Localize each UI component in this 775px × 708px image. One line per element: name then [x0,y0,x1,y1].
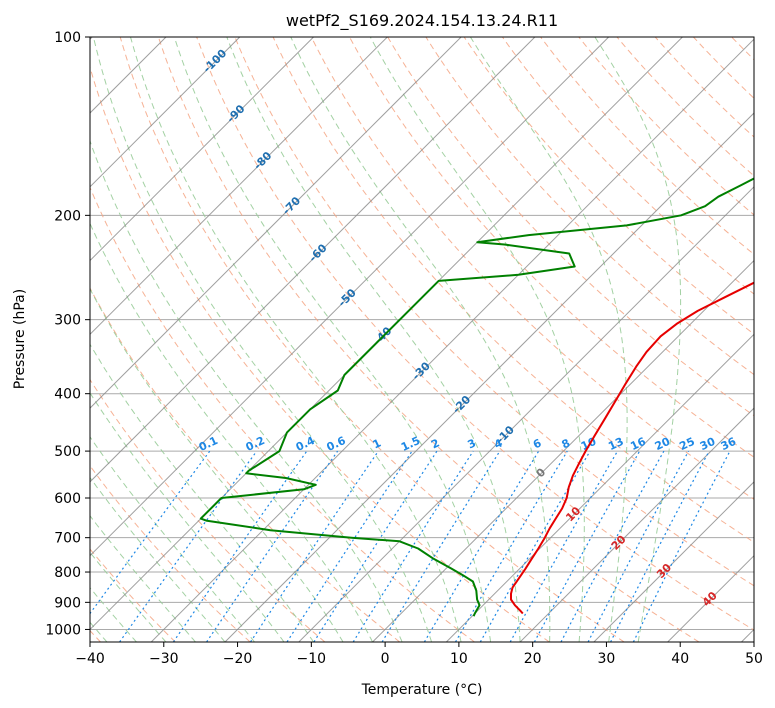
moist-adiabat [173,37,492,642]
y-tick-label: 500 [54,444,81,460]
y-axis-label: Pressure (hPa) [12,289,28,389]
y-tick-label: 700 [54,531,81,547]
dry-adiabat [616,37,754,177]
y-tick-label: 400 [54,387,81,403]
mixing-ratio-label: 13 [606,435,625,453]
x-tick-label: −20 [223,651,253,667]
dry-adiabat [196,37,754,631]
isotherm-line [593,481,754,642]
moist-adiabat [92,37,433,642]
x-tick-label: 10 [450,651,468,667]
isotherm-line [90,37,314,262]
isotherm-line [90,37,241,188]
dry-adiabat [310,37,754,500]
mixing-ratio-line [249,450,379,642]
mixing-ratio-line [587,450,690,642]
axes: −40 −30 −20 −10 0 10 20 30 40 50 100 200 300 400 500 60… [45,30,763,667]
x-tick-label: −10 [297,651,327,667]
x-tick-label: −40 [75,651,105,667]
mixing-ratio-label: 30 [698,435,718,453]
moist-adiabat [226,37,521,642]
x-axis-label: Temperature (°C) [361,682,483,698]
mixing-ratio-line [119,450,258,642]
moist-adiabat [594,37,682,642]
moist-adiabat [369,37,585,642]
mixing-ratio-label: 25 [677,435,696,453]
isotherm-line [90,37,462,409]
mixing-ratio-line [172,450,308,642]
dry-adiabat [90,287,401,642]
moist-adiabat [90,392,285,642]
mixing-ratio-line [423,450,540,642]
dry-adiabat [119,37,625,642]
isotherm-line [224,112,754,642]
mixing-ratio-line [632,450,731,642]
y-tick-label: 200 [54,208,81,224]
pressure-grid [90,37,754,630]
chart-title: wetPf2_S169.2024.154.13.24.R11 [286,11,558,31]
isotherm-line [150,38,754,642]
isotherm-line [90,37,610,557]
dewpoint-profile-line [199,177,754,617]
isotherm-line [90,37,536,483]
moist-adiabat [90,587,137,642]
sounding-profiles [199,177,754,617]
dry-adiabat [90,464,251,642]
dry-adiabat [234,37,754,587]
y-tick-label: 900 [54,595,81,611]
plot-frame [89,36,755,643]
dry-adiabat [501,37,754,295]
moist-adiabat [90,287,344,642]
mixing-ratio-label: 20 [653,435,673,453]
isotherm-line [90,37,388,336]
temperature-profile-line [510,281,754,615]
isotherm-line [445,333,754,642]
y-tick-label: 800 [54,565,81,581]
dry-adiabat [387,37,754,417]
y-tick-label: 300 [54,313,81,329]
moist-adiabat [90,515,196,642]
mixing-ratio-label: 36 [719,435,739,453]
y-tick-label: 100 [54,30,81,46]
mixing-ratio-line [533,450,641,642]
y-tick-label: 1000 [45,622,81,638]
x-tick-label: 0 [381,651,390,667]
mixing-ratio-label: 16 [628,435,648,453]
moist-adiabat [90,222,374,642]
isotherm-line [372,259,754,642]
moist-adiabat [90,551,167,642]
mixing-ratio-line [381,450,501,642]
x-tick-label: 50 [745,651,763,667]
moist-adiabat [130,37,462,642]
mixing-ratio-line [560,450,665,642]
x-tick-label: 40 [671,651,689,667]
moist-adiabats [90,37,682,642]
moist-adiabat [469,37,628,642]
mixing-ratio-line [286,450,413,642]
moist-adiabat [90,476,226,642]
y-tick-label: 600 [54,491,81,507]
isotherm-line [519,407,754,642]
dry-adiabat [90,65,550,642]
mixing-ratio-line [206,450,339,642]
mixing-ratio-line [610,450,710,642]
mixing-ratio-line [454,450,568,642]
x-tick-label: −30 [149,651,179,667]
moist-adiabat [90,343,314,642]
mixing-ratio-line [509,450,619,642]
x-tick-label: 30 [598,651,616,667]
mixing-ratio-lines [90,450,731,642]
mixing-ratio-line [479,450,591,642]
x-tick-label: 20 [524,651,542,667]
moist-adiabat [90,436,255,642]
